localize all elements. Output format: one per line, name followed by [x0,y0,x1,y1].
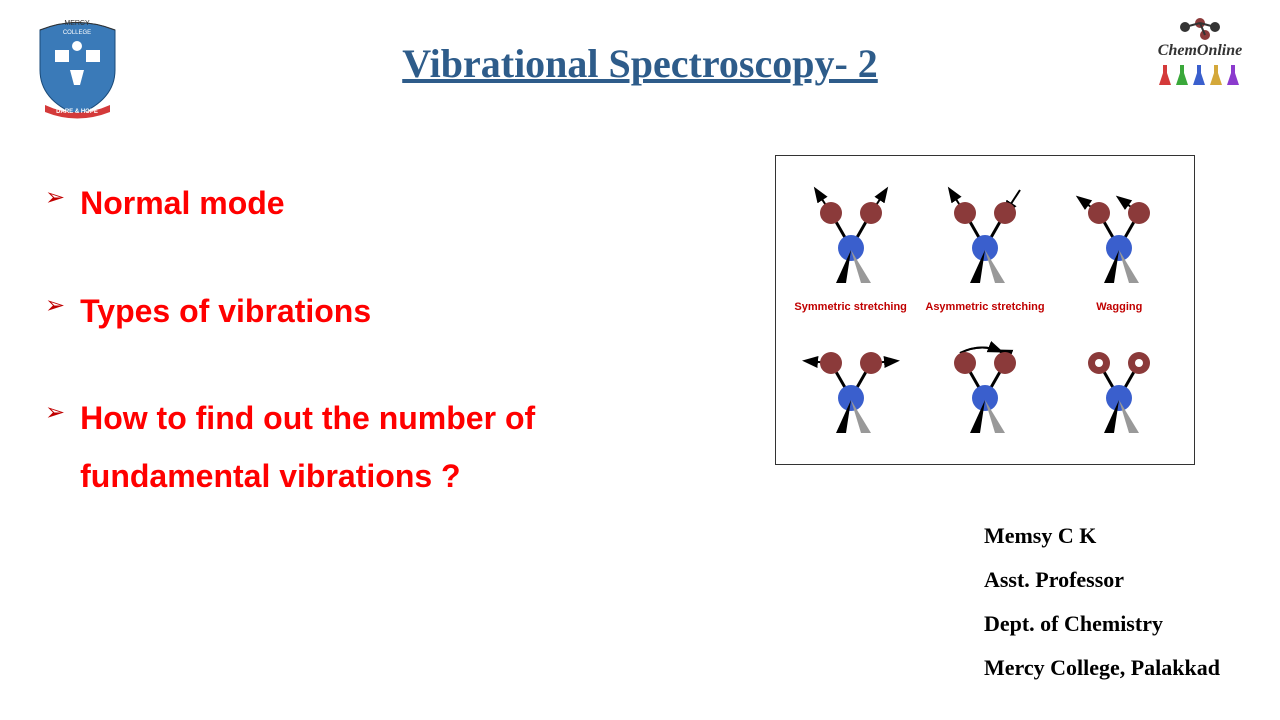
author-college: Mercy College, Palakkad [984,646,1220,690]
bullet-text: Normal mode [80,175,284,233]
bullet-text: Types of vibrations [80,283,371,341]
svg-text:MERCY: MERCY [64,20,90,27]
author-title: Asst. Professor [984,558,1220,602]
bullet-text: How to find out the number of fundamenta… [80,390,695,505]
chemonline-text: ChemOnline [1158,42,1242,59]
vibration-modes-diagram: Symmetric stretching Asymmetric stretchi… [775,155,1195,465]
bullet-list: ➢ Normal mode ➢ Types of vibrations ➢ Ho… [45,175,695,555]
mode-asymmetric-stretching [920,166,1049,299]
svg-text:DARE & HOPE: DARE & HOPE [56,109,98,115]
bullet-marker-icon: ➢ [45,291,65,320]
mode-symmetric-stretching [786,166,915,299]
bullet-marker-icon: ➢ [45,183,65,212]
bullet-item: ➢ How to find out the number of fundamen… [45,390,695,505]
bullet-item: ➢ Types of vibrations [45,283,695,341]
svg-text:COLLEGE: COLLEGE [63,30,91,36]
bullet-item: ➢ Normal mode [45,175,695,233]
college-logo: MERCY COLLEGE DARE & HOPE [30,10,125,120]
mode-bottom-2 [920,321,1049,454]
mode-bottom-3 [1055,321,1184,454]
mode-bottom-1 [786,321,915,454]
slide-title: Vibrational Spectroscopy- 2 [402,40,878,87]
author-block: Memsy C K Asst. Professor Dept. of Chemi… [984,514,1220,690]
mode-wagging [1055,166,1184,299]
author-dept: Dept. of Chemistry [984,602,1220,646]
author-name: Memsy C K [984,514,1220,558]
mode-label: Wagging [1055,299,1184,321]
mode-label: Asymmetric stretching [920,299,1049,321]
bullet-marker-icon: ➢ [45,398,65,427]
chemonline-logo: ChemOnline [1145,15,1255,95]
mode-label: Symmetric stretching [786,299,915,321]
